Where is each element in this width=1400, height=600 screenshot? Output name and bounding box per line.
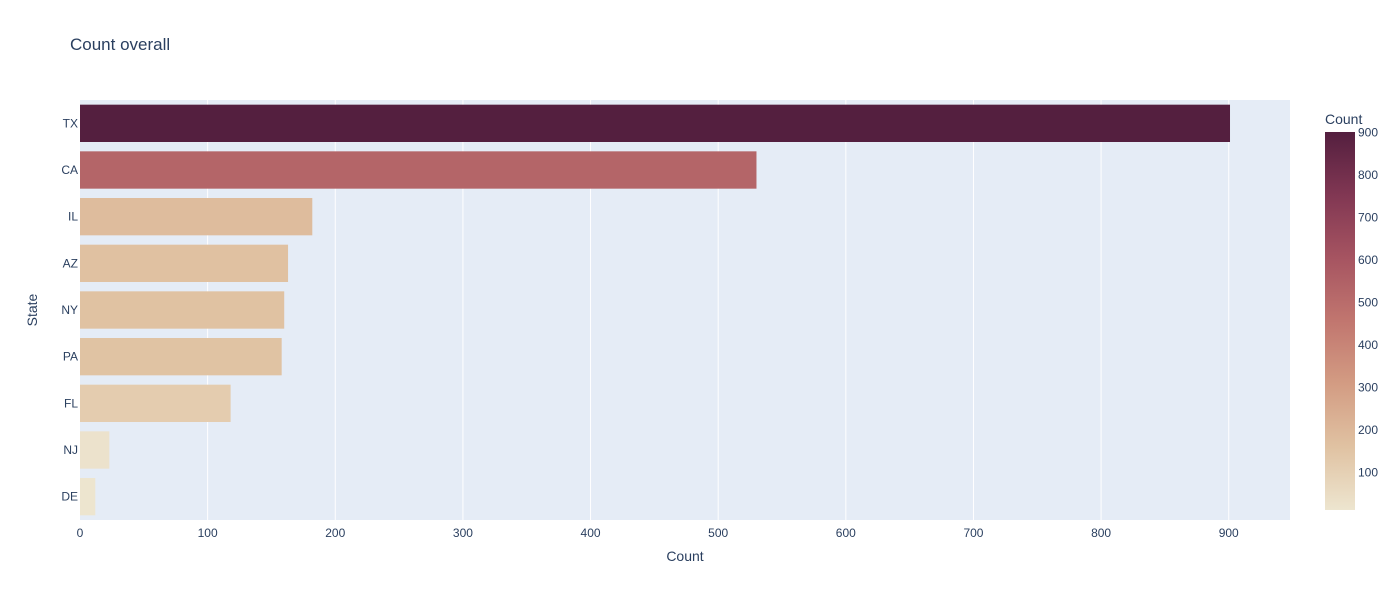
colorbar-tick-label: 700 bbox=[1358, 210, 1378, 224]
chart-title: Count overall bbox=[70, 35, 170, 54]
bar-nj[interactable] bbox=[80, 431, 110, 469]
y-tick-label: AZ bbox=[63, 256, 78, 270]
colorbar-tick-label: 900 bbox=[1358, 125, 1378, 139]
colorbar-title: Count bbox=[1325, 111, 1362, 127]
colorbar-tick-label: 400 bbox=[1358, 338, 1378, 352]
colorbar-tick-label: 300 bbox=[1358, 381, 1378, 395]
y-axis-ticks: TX CA IL AZ NY PA FL NJ DE bbox=[61, 116, 78, 503]
bar-de[interactable] bbox=[80, 478, 96, 516]
bar-il[interactable] bbox=[80, 198, 313, 236]
y-tick-label: CA bbox=[61, 163, 78, 177]
x-axis-title: Count bbox=[666, 548, 703, 564]
x-tick-label: 300 bbox=[453, 526, 473, 540]
colorbar-gradient bbox=[1325, 132, 1355, 510]
y-tick-label: TX bbox=[63, 116, 78, 130]
colorbar: Count 100 200 300 400 500 600 700 800 900 bbox=[1325, 111, 1378, 510]
bar-ca[interactable] bbox=[80, 151, 757, 189]
y-tick-label: IL bbox=[68, 210, 78, 224]
colorbar-tick-label: 600 bbox=[1358, 253, 1378, 267]
x-tick-label: 800 bbox=[1091, 526, 1111, 540]
bars bbox=[80, 104, 1231, 516]
y-tick-label: NY bbox=[61, 303, 78, 317]
x-tick-label: 500 bbox=[708, 526, 728, 540]
colorbar-ticks: 100 200 300 400 500 600 700 800 900 bbox=[1358, 125, 1378, 479]
colorbar-tick-label: 800 bbox=[1358, 168, 1378, 182]
bar-pa[interactable] bbox=[80, 338, 282, 376]
y-tick-label: DE bbox=[61, 490, 78, 504]
x-tick-label: 100 bbox=[198, 526, 218, 540]
colorbar-tick-label: 500 bbox=[1358, 296, 1378, 310]
x-tick-label: 700 bbox=[963, 526, 983, 540]
y-tick-label: PA bbox=[63, 350, 78, 364]
y-axis-title: State bbox=[24, 293, 40, 326]
bar-fl[interactable] bbox=[80, 384, 231, 422]
x-tick-label: 200 bbox=[325, 526, 345, 540]
bar-az[interactable] bbox=[80, 244, 289, 282]
x-tick-label: 0 bbox=[77, 526, 84, 540]
colorbar-tick-label: 200 bbox=[1358, 423, 1378, 437]
y-tick-label: FL bbox=[64, 396, 78, 410]
x-tick-label: 400 bbox=[581, 526, 601, 540]
x-tick-label: 900 bbox=[1219, 526, 1239, 540]
bar-tx[interactable] bbox=[80, 104, 1231, 142]
bar-ny[interactable] bbox=[80, 291, 285, 329]
x-tick-label: 600 bbox=[836, 526, 856, 540]
colorbar-tick-label: 100 bbox=[1358, 466, 1378, 480]
y-tick-label: NJ bbox=[63, 443, 78, 457]
x-axis-ticks: 0 100 200 300 400 500 600 700 800 900 bbox=[77, 526, 1239, 540]
